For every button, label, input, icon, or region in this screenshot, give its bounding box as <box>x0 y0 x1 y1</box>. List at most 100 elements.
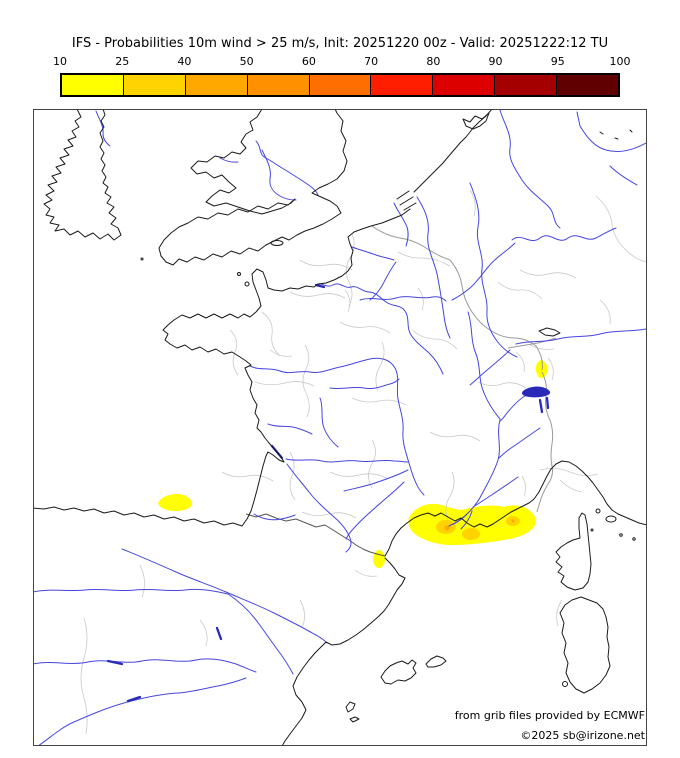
probability-patches-layer <box>158 360 548 568</box>
mallorca-island <box>380 659 417 685</box>
legend-tick-label: 10 <box>53 55 67 68</box>
isere-river <box>498 427 541 459</box>
legend-segment <box>247 75 310 95</box>
france-belgium-border <box>371 225 451 261</box>
scilly-isles <box>140 257 144 261</box>
ibiza-island <box>345 701 356 713</box>
tuscan-islet <box>632 537 636 541</box>
channel-island <box>244 281 250 287</box>
dordogne-river <box>285 458 409 463</box>
great-britain-coast <box>158 110 348 266</box>
france-atlantic-coast <box>34 208 411 527</box>
spain-reservoir <box>126 695 142 703</box>
tarn-river <box>345 481 405 540</box>
lake-geneva <box>521 386 551 398</box>
legend-tick-label: 70 <box>364 55 379 68</box>
moselle-river <box>451 242 516 301</box>
rivers-layer <box>34 110 646 745</box>
france-spain-border <box>245 513 386 557</box>
legend-segment <box>433 75 496 95</box>
coastlines-layer <box>34 110 646 745</box>
channel-island <box>237 272 241 276</box>
ijsselmeer <box>462 112 490 130</box>
legend-tick-label: 80 <box>426 55 441 68</box>
doubs-river <box>469 349 511 386</box>
legend-ticks: 10 25 40 50 60 70 80 90 95 100 <box>53 55 631 69</box>
thames-river <box>255 140 319 196</box>
provence-patch-25pct-blob <box>462 528 480 540</box>
roussillon-patch <box>373 550 385 568</box>
rhine-river <box>469 182 518 358</box>
legend-tick-label: 90 <box>488 55 503 68</box>
seine-river <box>315 283 444 375</box>
somme-river <box>351 246 395 261</box>
pyrenees-patch <box>158 494 192 511</box>
saone-river <box>467 311 501 420</box>
lake-bourget <box>538 398 544 414</box>
page-title: IFS - Probabilities 10m wind > 25 m/s, I… <box>71 36 609 51</box>
legend-tick-label: 40 <box>177 55 192 68</box>
france-italy-border <box>536 371 554 513</box>
legend-segment <box>557 75 619 95</box>
sardinia-island <box>559 596 611 694</box>
tuscan-islet <box>595 508 601 514</box>
rhine-delta-island <box>399 196 414 206</box>
scheldt-river <box>393 202 409 247</box>
severn-river <box>261 149 297 201</box>
admin-boundaries-layer <box>80 189 646 735</box>
legend-segment <box>495 75 558 95</box>
legend-tick-label: 60 <box>301 55 316 68</box>
legend-tick-label: 95 <box>550 55 565 68</box>
credit-copyright: ©2025 sb@irizone.net <box>520 729 645 742</box>
spain-mediterranean-coast <box>282 557 406 745</box>
france-mediterranean-coast <box>384 460 646 557</box>
map-frame <box>33 109 647 746</box>
legend-tick-label: 100 <box>609 55 631 68</box>
legend-segment <box>185 75 248 95</box>
marne-river <box>359 296 447 302</box>
sardinia-islet <box>562 681 568 687</box>
france-germany-border <box>449 259 491 331</box>
cher-river <box>329 378 400 390</box>
france-switzerland-border <box>489 329 543 371</box>
legend-tick-label: 50 <box>239 55 254 68</box>
tuscan-islet <box>619 533 623 537</box>
meuse-river <box>416 196 451 339</box>
legend-segment <box>62 75 124 95</box>
legend-colorbar <box>60 73 620 97</box>
rhine-delta-island <box>396 190 410 200</box>
rhine-delta-island <box>403 202 417 211</box>
seine-estuary-dark <box>314 283 326 289</box>
oise-river <box>369 261 397 301</box>
irish-river <box>95 110 111 147</box>
provence-patch-40pct-spot <box>511 519 515 523</box>
netherlands-coast <box>413 110 492 193</box>
credit-source: from grib files provided by ECMWF <box>454 709 645 722</box>
durance-river <box>472 476 519 508</box>
elba-island <box>605 515 617 523</box>
legend-segment <box>371 75 434 95</box>
ebro-river <box>121 548 328 644</box>
lake-annecy <box>545 396 550 410</box>
ebro-reservoir <box>106 659 124 666</box>
isle-of-wight <box>270 240 284 246</box>
garonne-river <box>286 463 352 553</box>
lake-constance-outline <box>538 327 561 337</box>
spain-reservoir <box>215 626 223 641</box>
adour-river <box>253 513 296 521</box>
ireland-coast <box>43 110 122 241</box>
charente-river <box>267 423 313 435</box>
menorca-island <box>425 655 447 668</box>
danube-river <box>515 328 646 345</box>
europe-wind-probability-map <box>34 110 646 745</box>
vienne-river <box>319 397 339 448</box>
provence-patch-40pct-spot <box>444 525 450 531</box>
provence-coast-patch <box>408 503 536 545</box>
legend-segment <box>123 75 186 95</box>
lakes-layer <box>106 283 551 703</box>
tuscan-islet <box>590 528 594 532</box>
corsica-island <box>555 512 592 591</box>
lot-river <box>343 469 409 492</box>
formentera-island <box>349 716 360 723</box>
